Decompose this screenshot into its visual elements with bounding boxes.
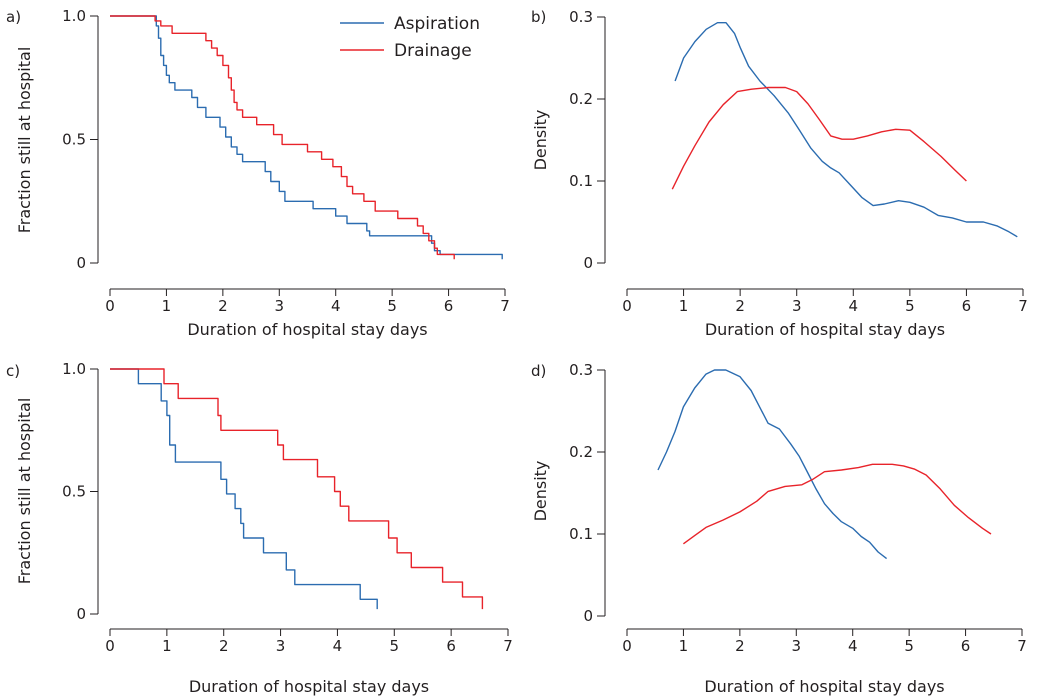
panel-d-y-axis-title: Density [531,461,550,522]
panel-d-x-tick-label: 3 [792,637,802,655]
panel-b-x-tick-label: 0 [622,297,632,315]
panel-a-x-axis-title: Duration of hospital stay days [187,320,427,339]
panel-a-x-tick-label: 5 [387,297,397,315]
panel-b-y-tick-label: 0.1 [569,172,593,190]
panel-c-x-tick-label: 6 [446,637,456,655]
panel-a-x-tick-label: 6 [444,297,454,315]
panel-b-letter: b) [531,8,546,26]
panel-b-y-tick-label: 0.3 [569,8,593,26]
panel-a-x-tick-label: 1 [162,297,172,315]
panel-c-x-tick-label: 2 [219,637,229,655]
panel-d-x-tick-label: 7 [1017,637,1027,655]
legend-label-drainage: Drainage [394,41,472,61]
panel-b-x-tick-label: 5 [905,297,915,315]
panel-d-x-tick-label: 0 [622,637,632,655]
panel-c-y-tick-label: 0.5 [62,483,86,501]
panel-b-y-axis-title: Density [531,110,550,171]
panel-b-y-tick-label: 0 [583,254,593,272]
panel-a-y-tick-label: 1.0 [62,7,86,25]
panel-b-x-axis-title: Duration of hospital stay days [705,320,945,339]
panel-b-x-tick-label: 2 [735,297,745,315]
panel-d-x-tick-label: 1 [679,637,689,655]
panel-c-y-tick-label: 1.0 [62,360,86,378]
panel-b-x-tick-label: 1 [679,297,689,315]
panel-d-y-tick-label: 0 [583,607,593,625]
panel-c-series-drainage [110,368,484,610]
panel-c-y-axis-title: Fraction still at hospital [15,398,34,585]
panel-d-x-tick-label: 6 [961,637,971,655]
panel-a-x-tick-label: 3 [275,297,285,315]
panel-b-x-tick-label: 4 [849,297,859,315]
panel-c-letter: c) [6,362,20,380]
panel-b-x-tick-label: 7 [1018,297,1028,315]
panel-c-x-tick-label: 0 [105,637,115,655]
panel-c-x-tick-label: 1 [162,637,172,655]
panel-d-series-drainage [682,463,992,545]
panel-c-x-tick-label: 3 [276,637,286,655]
legend-label-aspiration: Aspiration [394,14,480,34]
panel-d-y-tick-label: 0.2 [569,443,593,461]
panel-a-letter: a) [6,8,21,26]
panel-a-x-tick-label: 7 [500,297,510,315]
panel-c-x-tick-label: 4 [333,637,343,655]
panel-c-x-axis-title: Duration of hospital stay days [189,677,429,696]
panel-d-x-axis-title: Duration of hospital stay days [704,677,944,696]
panel-d-letter: d) [531,362,546,380]
panel-c-series-aspiration [110,368,378,610]
panel-a-x-tick-label: 0 [105,297,115,315]
panel-d-y-tick-label: 0.1 [569,525,593,543]
panel-a-x-tick-label: 2 [218,297,228,315]
panel-a-y-tick-label: 0 [76,254,86,272]
panel-b-x-tick-label: 6 [962,297,972,315]
panel-d-x-tick-label: 2 [735,637,745,655]
panel-d-x-tick-label: 4 [848,637,858,655]
panel-c-y-tick-label: 0 [76,605,86,623]
panel-a-y-axis-title: Fraction still at hospital [15,47,34,234]
panel-c-x-tick-label: 5 [390,637,400,655]
panel-b-x-tick-label: 3 [792,297,802,315]
panel-c-x-tick-label: 7 [503,637,513,655]
panel-a-x-tick-label: 4 [331,297,341,315]
panel-b-y-tick-label: 0.2 [569,90,593,108]
panel-b-series-drainage [671,86,967,190]
panel-d-y-tick-label: 0.3 [569,361,593,379]
panel-d-x-tick-label: 5 [904,637,914,655]
panel-b-series-aspiration [674,22,1018,238]
panel-a-y-tick-label: 0.5 [62,131,86,149]
panel-d-series-aspiration [657,369,888,560]
panel-a-series-drainage [110,15,455,260]
panel-a-series-aspiration [110,15,503,260]
